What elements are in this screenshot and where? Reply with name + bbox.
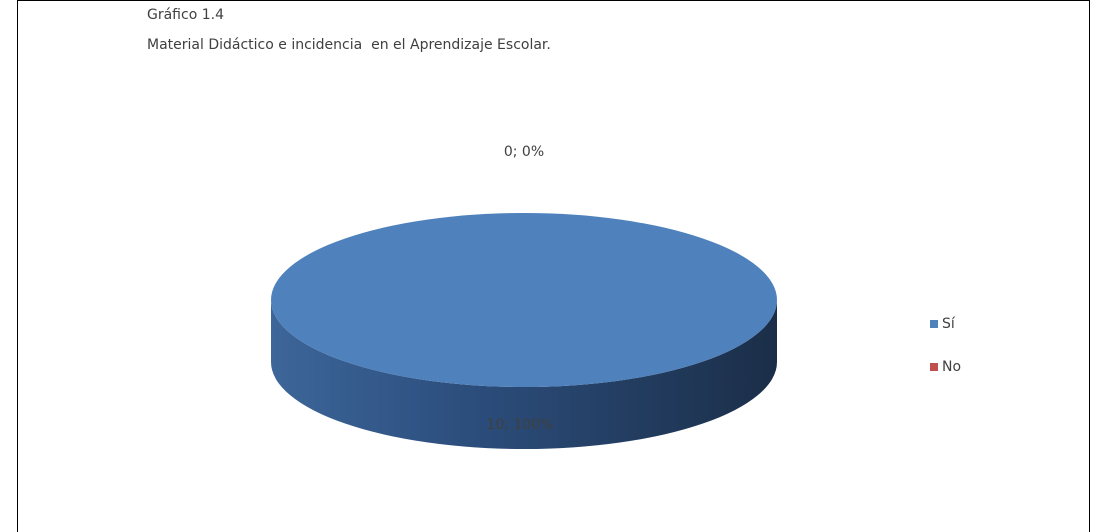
pie-side — [271, 300, 777, 449]
legend-label: Sí — [942, 316, 956, 332]
chart-subtitle: Material Didáctico e incidencia en el Ap… — [147, 37, 551, 53]
legend-swatch — [930, 363, 938, 371]
data-label: 10; 100% — [486, 417, 553, 433]
legend-label: No — [942, 359, 961, 375]
data-label: 0; 0% — [504, 144, 544, 160]
chart-title: Gráfico 1.4 — [147, 7, 224, 23]
legend-swatch — [930, 320, 938, 328]
pie-slice — [271, 213, 777, 387]
